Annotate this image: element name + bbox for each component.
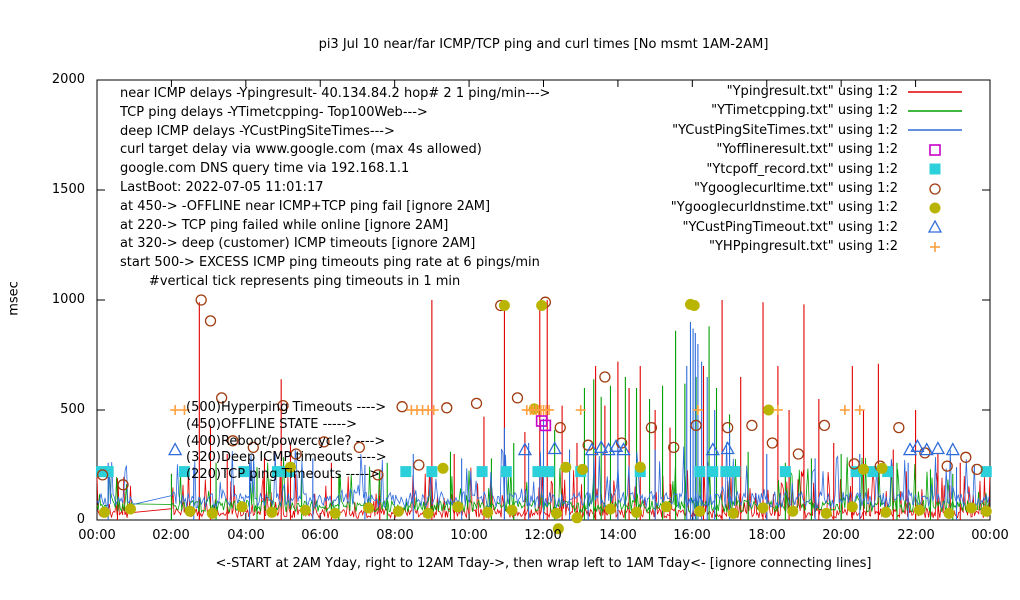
- red-line-sample-icon: [908, 90, 962, 93]
- plus-sample-icon: [930, 241, 940, 252]
- annotation-block: near ICMP delays -Ypingresult- 40.134.84…: [120, 85, 550, 292]
- legend-label: "YHPpingresult.txt" using 1:2: [709, 239, 898, 255]
- level-label-220: (220)TCP ping Timeouts ----->: [186, 467, 381, 482]
- annotation-line: at 450-> -OFFLINE near ICMP+TCP ping fai…: [120, 198, 491, 214]
- x-tick-label: 02:00: [152, 528, 190, 543]
- chart-title: pi3 Jul 10 near/far ICMP/TCP ping and cu…: [318, 37, 769, 52]
- legend-entry: "YHPpingresult.txt" using 1:2: [709, 237, 965, 256]
- x-tick-label: 00:00: [971, 528, 1009, 543]
- x-tick-label: 20:00: [822, 528, 860, 543]
- y-axis-label: msec: [6, 281, 22, 316]
- legend-label: "Yofflineresult.txt" using 1:2: [716, 142, 898, 158]
- level-label-400: (400)Reboot/powercycle? ---->: [186, 434, 386, 449]
- y-tick-label: 2000: [51, 72, 85, 87]
- annotation-line: start 500-> EXCESS ICMP ping timeouts pi…: [120, 255, 540, 271]
- legend-entry: "YTimetcpping.txt" using 1:2: [711, 101, 965, 120]
- annotation-line: TCP ping delays -YTimetcpping- Top100Web…: [120, 104, 428, 120]
- legend-label: "YTimetcpping.txt" using 1:2: [711, 103, 898, 119]
- x-tick-label: 12:00: [524, 528, 562, 543]
- y-tick-label: 500: [60, 402, 85, 417]
- x-tick-label: 14:00: [599, 528, 637, 543]
- filled-circle-sample-icon: [929, 202, 941, 214]
- level-label-320: (320)Deep ICMP timeouts ---->: [186, 450, 387, 465]
- open-square-sample-icon: [929, 143, 941, 156]
- annotation-line: LastBoot: 2022-07-05 11:01:17: [120, 179, 324, 195]
- legend-entry: "Ytcpoff_record.txt" using 1:2: [706, 160, 965, 179]
- legend-entry: "Ygooglecurltime.txt" using 1:2: [694, 179, 965, 198]
- legend-label: "Ypingresult.txt" using 1:2: [726, 84, 898, 99]
- legend-entry: "YCustPingSiteTimes.txt" using 1:2: [672, 121, 965, 140]
- y-tick-label: 1500: [51, 182, 85, 197]
- legend-entry: "Ygooglecurldnstime.txt" using 1:2: [671, 198, 965, 217]
- x-tick-label: 18:00: [748, 528, 786, 543]
- x-tick-label: 00:00: [78, 528, 116, 543]
- annotation-line: near ICMP delays -Ypingresult- 40.134.84…: [120, 86, 551, 101]
- green-line-sample-icon: [908, 110, 962, 112]
- x-tick-label: 08:00: [376, 528, 414, 543]
- open-circle-sample-icon: [929, 182, 941, 195]
- level-label-500: (500)Hyperping Timeouts ---->: [186, 400, 387, 415]
- blue-line-sample-icon: [908, 129, 962, 132]
- legend-entry: "Yofflineresult.txt" using 1:2: [716, 140, 965, 159]
- level-label-450: (450)OFFLINE STATE ----->: [186, 417, 357, 432]
- x-axis-label: <-START at 2AM Yday, right to 12AM Tday-…: [215, 556, 872, 571]
- annotation-line: google.com DNS query time via 192.168.1.…: [120, 161, 410, 177]
- legend-entry: "YCustPingTimeout.txt" using 1:2: [683, 218, 965, 237]
- legend-entry: "Ypingresult.txt" using 1:2: [727, 82, 965, 101]
- x-tick-label: 04:00: [227, 528, 265, 543]
- annotation-line: curl target delay via www.google.com (ma…: [120, 142, 482, 158]
- legend-label: "YCustPingTimeout.txt" using 1:2: [682, 219, 898, 235]
- y-tick-label: 1000: [51, 292, 85, 307]
- legend-label: "Ytcpoff_record.txt" using 1:2: [706, 161, 898, 177]
- annotation-line: #vertical tick represents ping timeouts …: [120, 273, 461, 289]
- annotation-line: deep ICMP delays -YCustPingSiteTimes--->: [120, 123, 395, 139]
- legend-label: "Ygooglecurldnstime.txt" using 1:2: [670, 200, 898, 216]
- annotation-line: at 220-> TCP ping failed while online [i…: [120, 217, 449, 233]
- annotation-line: at 320-> deep (customer) ICMP timeouts […: [120, 236, 476, 252]
- y-tick-label: 0: [76, 512, 85, 527]
- x-tick-label: 10:00: [450, 528, 488, 543]
- x-tick-label: 06:00: [301, 528, 339, 543]
- x-tick-label: 16:00: [673, 528, 711, 543]
- x-tick-label: 22:00: [897, 528, 935, 543]
- filled-square-sample-icon: [929, 163, 941, 175]
- legend-label: "YCustPingSiteTimes.txt" using 1:2: [672, 122, 898, 138]
- open-triangle-sample-icon: [927, 219, 943, 233]
- legend-label: "Ygooglecurltime.txt" using 1:2: [694, 181, 898, 196]
